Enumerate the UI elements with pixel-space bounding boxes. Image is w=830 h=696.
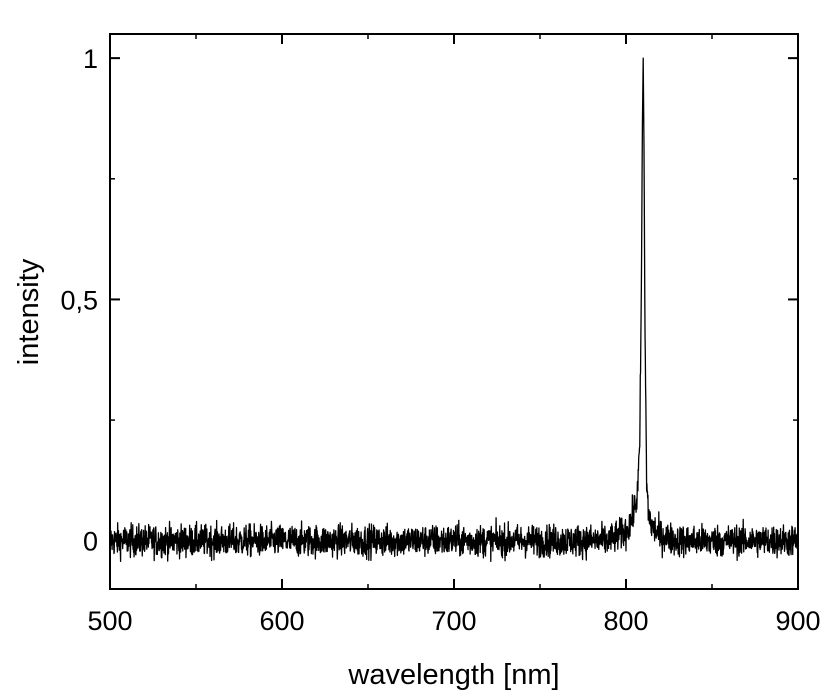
- x-tick-label: 500: [87, 606, 132, 636]
- y-tick-label: 0: [83, 527, 98, 557]
- plot-content: [109, 57, 799, 563]
- x-tick-label: 600: [259, 606, 304, 636]
- x-axis-ticks: 500 600 700 800 900: [87, 34, 821, 636]
- x-axis-label: wavelength [nm]: [347, 659, 559, 691]
- x-tick-label: 800: [603, 606, 648, 636]
- y-tick-label: 1: [83, 44, 98, 74]
- x-tick-label: 700: [431, 606, 476, 636]
- y-axis-label: intensity: [13, 258, 45, 365]
- y-tick-label: 0,5: [60, 285, 98, 315]
- x-tick-label: 900: [775, 606, 820, 636]
- plot-frame: [109, 33, 799, 590]
- y-axis-ticks: 00,51: [60, 44, 798, 557]
- spectrum-line: [109, 57, 799, 563]
